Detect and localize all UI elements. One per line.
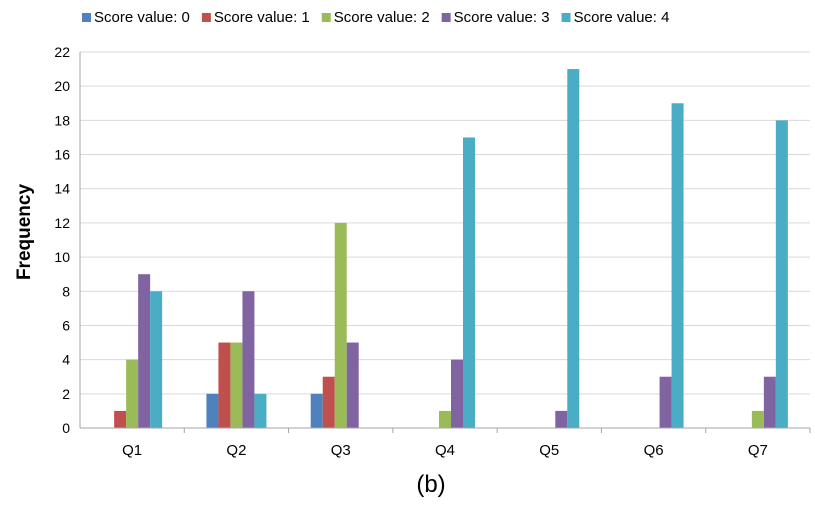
bar-q4-score-3 bbox=[451, 359, 463, 428]
bar-q1-score-4 bbox=[150, 291, 163, 428]
legend-label-score-4: Score value: 4 bbox=[574, 9, 670, 26]
legend-label-score-2: Score value: 2 bbox=[334, 9, 430, 26]
y-tick-label: 16 bbox=[54, 147, 70, 163]
x-tick-label: Q6 bbox=[644, 442, 664, 459]
y-tick-label: 2 bbox=[62, 386, 70, 402]
bar-q1-score-1 bbox=[114, 410, 127, 428]
bar-q6-score-4 bbox=[671, 103, 684, 428]
x-tick-label: Q5 bbox=[539, 442, 559, 459]
y-tick-label: 10 bbox=[54, 249, 70, 265]
bar-q4-score-4 bbox=[463, 137, 475, 429]
y-tick-label: 18 bbox=[54, 112, 70, 128]
y-tick-label: 4 bbox=[62, 352, 70, 368]
bars bbox=[114, 69, 788, 429]
bar-q4-score-2 bbox=[439, 410, 451, 428]
legend-swatch-score-1 bbox=[201, 13, 211, 22]
bar-q3-score-3 bbox=[346, 342, 359, 428]
bar-q3-score-1 bbox=[322, 376, 335, 428]
x-axis: Q1 Q2 Q3 Q4 Q5 Q6 Q7 bbox=[80, 427, 811, 459]
legend-label-score-1: Score value: 1 bbox=[214, 9, 310, 26]
x-tick-label: Q4 bbox=[435, 442, 455, 459]
y-tick-label: 20 bbox=[54, 78, 70, 94]
bar-q7-score-2 bbox=[751, 410, 764, 428]
y-tick-label: 0 bbox=[62, 420, 70, 436]
x-tick-label: Q2 bbox=[226, 442, 246, 459]
gridlines bbox=[80, 51, 810, 395]
legend-swatch-score-0 bbox=[82, 13, 91, 22]
legend-swatch-score-2 bbox=[321, 13, 331, 22]
bar-q2-score-4 bbox=[254, 393, 267, 428]
legend-swatch-score-3 bbox=[441, 13, 451, 22]
legend: Score value: 0 Score value: 1 Score value:… bbox=[82, 9, 669, 26]
bar-q2-score-3 bbox=[242, 291, 255, 428]
figure-caption: (b) bbox=[416, 471, 445, 498]
y-tick-label: 22 bbox=[54, 44, 70, 60]
legend-label-score-3: Score value: 3 bbox=[454, 9, 550, 26]
bar-q1-score-2 bbox=[126, 359, 139, 428]
bar-q7-score-3 bbox=[763, 376, 776, 428]
legend-swatch-score-4 bbox=[561, 13, 571, 22]
legend-label-score-0: Score value: 0 bbox=[94, 9, 190, 26]
bar-q7-score-4 bbox=[775, 120, 788, 428]
bar-q5-score-3 bbox=[555, 410, 568, 428]
y-axis: 0 2 4 6 8 10 12 14 16 18 20 22 bbox=[54, 44, 81, 436]
bar-q3-score-2 bbox=[334, 222, 347, 428]
bar-q2-score-0 bbox=[206, 393, 219, 428]
bar-q2-score-2 bbox=[230, 342, 243, 428]
y-tick-label: 14 bbox=[54, 181, 70, 197]
bar-q6-score-3 bbox=[659, 376, 672, 428]
x-tick-label: Q7 bbox=[748, 442, 768, 459]
y-tick-label: 12 bbox=[54, 215, 70, 231]
x-tick-label: Q1 bbox=[122, 442, 142, 459]
bar-q2-score-1 bbox=[218, 342, 231, 428]
bar-q5-score-4 bbox=[567, 69, 580, 428]
bar-q3-score-0 bbox=[310, 393, 323, 428]
bar-q1-score-3 bbox=[138, 274, 151, 428]
y-tick-label: 8 bbox=[62, 283, 70, 299]
y-tick-label: 6 bbox=[62, 317, 70, 333]
y-axis-label: Frequency bbox=[14, 184, 35, 281]
x-tick-label: Q3 bbox=[331, 442, 351, 459]
